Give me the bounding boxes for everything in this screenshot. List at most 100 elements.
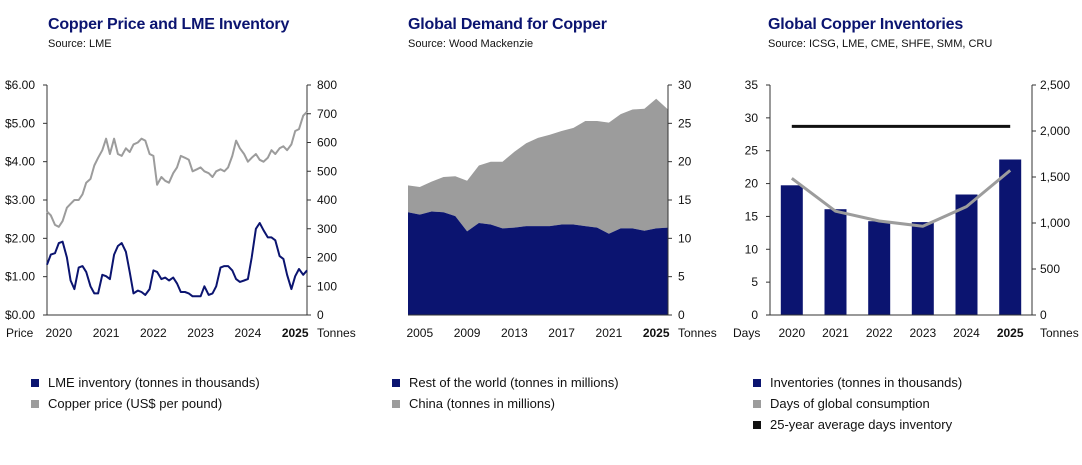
x-tick-label: 2023	[187, 326, 214, 340]
x-tick-label: 2025	[997, 326, 1024, 340]
bar-inventory	[780, 185, 803, 315]
y-tick-label-left: 20	[745, 177, 759, 191]
x-tick-label: 2020	[45, 326, 72, 340]
chart-source: Source: Wood Mackenzie	[408, 38, 534, 50]
legend-global-demand: Rest of the world (tonnes in millions) C…	[390, 372, 619, 414]
y-tick-label-left: 0	[751, 308, 758, 322]
chart-panel-copper-inventories: Global Copper Inventories Source: ICSG, …	[768, 0, 1068, 465]
y-tick-label-right: 500	[1040, 262, 1060, 276]
legend-swatch-gray	[753, 399, 761, 408]
chart-source: Source: ICSG, LME, CME, SHFE, SMM, CRU	[768, 38, 993, 50]
legend-swatch-gray	[31, 399, 39, 408]
bar-inventory	[911, 222, 934, 315]
chart-title: Global Copper Inventories	[768, 16, 964, 33]
y-tick-label-right: 0	[678, 308, 685, 322]
x-tick-label: 2017	[548, 326, 575, 340]
chart-panel-global-demand: Global Demand for Copper Source: Wood Ma…	[408, 0, 708, 465]
chart-panel-price-inventory: Copper Price and LME Inventory Source: L…	[48, 0, 348, 465]
legend-item-copper-price: Copper price (US$ per pound)	[29, 393, 260, 414]
legend-item-rest-of-world: Rest of the world (tonnes in millions)	[390, 372, 619, 393]
x-tick-label: 2024	[235, 326, 262, 340]
legend-label: LME inventory (tonnes in thousands)	[48, 375, 260, 390]
legend-label: Inventories (tonnes in thousands)	[770, 375, 963, 390]
y-tick-label-left: $2.00	[5, 231, 35, 245]
y-tick-label-right: 600	[317, 136, 337, 150]
x-tick-label: 2023	[909, 326, 936, 340]
y-tick-label-right: 2,000	[1040, 124, 1070, 138]
legend-label: Copper price (US$ per pound)	[48, 396, 223, 411]
area-rest-of-world	[408, 211, 668, 315]
legend-item-25yr-average: 25-year average days inventory	[751, 414, 962, 435]
y-tick-label-right: 800	[317, 78, 337, 92]
legend-item-days-consumption: Days of global consumption	[751, 393, 962, 414]
y-tick-label-right: 10	[678, 231, 692, 245]
bar-inventory	[824, 209, 847, 315]
y-tick-label-right: 400	[317, 193, 337, 207]
y-tick-label-left: 15	[745, 209, 759, 223]
y-tick-label-left: 25	[745, 144, 759, 158]
y-tick-label-right: 15	[678, 193, 692, 207]
x-tick-label: 2021	[822, 326, 849, 340]
legend-swatch-navy	[753, 378, 761, 387]
legend-swatch-gray	[392, 399, 400, 408]
y-tick-label-right: 30	[678, 78, 692, 92]
y-axis-title-left: Days	[733, 326, 760, 340]
y-axis-title-left: Price	[6, 326, 34, 340]
y-axis-title-right: Tonnes	[678, 326, 717, 340]
bar-inventory	[999, 159, 1022, 315]
y-tick-label-left: $6.00	[5, 78, 35, 92]
y-tick-label-left: 30	[745, 111, 759, 125]
y-tick-label-left: 10	[745, 242, 759, 256]
series-line	[790, 169, 1012, 228]
x-tick-label: 2022	[866, 326, 893, 340]
y-axis-title-right: Tonnes	[317, 326, 356, 340]
chart-source: Source: LME	[48, 38, 112, 50]
legend-swatch-navy	[392, 378, 400, 387]
y-tick-label-right: 1,500	[1040, 170, 1070, 184]
y-tick-label-left: $3.00	[5, 193, 35, 207]
chart-title: Global Demand for Copper	[408, 16, 607, 33]
x-tick-label: 2022	[140, 326, 167, 340]
legend-label: China (tonnes in millions)	[409, 396, 555, 411]
x-tick-label: 2025	[643, 326, 670, 340]
area-china	[408, 98, 668, 234]
legend-label: Days of global consumption	[770, 396, 930, 411]
y-tick-label-left: $1.00	[5, 270, 35, 284]
y-tick-label-left: $4.00	[5, 155, 35, 169]
legend-swatch-navy	[31, 378, 39, 387]
y-tick-label-right: 20	[678, 155, 692, 169]
y-tick-label-right: 700	[317, 107, 337, 121]
y-tick-label-right: 0	[317, 308, 324, 322]
legend-copper-inventories: Inventories (tonnes in thousands) Days o…	[751, 372, 962, 435]
chart-title: Copper Price and LME Inventory	[48, 16, 290, 33]
y-tick-label-right: 500	[317, 164, 337, 178]
y-tick-label-right: 300	[317, 222, 337, 236]
x-tick-label: 2025	[282, 326, 309, 340]
series-line	[46, 222, 308, 298]
x-tick-label: 2009	[454, 326, 481, 340]
y-tick-label-right: 200	[317, 251, 337, 265]
x-tick-label: 2005	[406, 326, 433, 340]
legend-label: 25-year average days inventory	[770, 417, 953, 432]
y-axis-title-right: Tonnes	[1040, 326, 1079, 340]
x-tick-label: 2013	[501, 326, 528, 340]
legend-item-china: China (tonnes in millions)	[390, 393, 619, 414]
y-tick-label-right: 25	[678, 116, 692, 130]
x-tick-label: 2021	[596, 326, 623, 340]
y-tick-label-left: $5.00	[5, 116, 35, 130]
y-tick-label-right: 2,500	[1040, 78, 1070, 92]
x-tick-label: 2024	[953, 326, 980, 340]
y-tick-label-left: 35	[745, 78, 759, 92]
y-tick-label-right: 1,000	[1040, 216, 1070, 230]
legend-swatch-black	[753, 420, 761, 429]
y-tick-label-left: $0.00	[5, 308, 35, 322]
legend-label: Rest of the world (tonnes in millions)	[409, 375, 619, 390]
bar-inventory	[955, 194, 978, 315]
legend-item-inventories: Inventories (tonnes in thousands)	[751, 372, 962, 393]
bar-inventory	[868, 221, 891, 315]
y-tick-label-right: 100	[317, 279, 337, 293]
series-line	[46, 111, 308, 228]
legend-item-lme-inventory: LME inventory (tonnes in thousands)	[29, 372, 260, 393]
y-tick-label-right: 0	[1040, 308, 1047, 322]
